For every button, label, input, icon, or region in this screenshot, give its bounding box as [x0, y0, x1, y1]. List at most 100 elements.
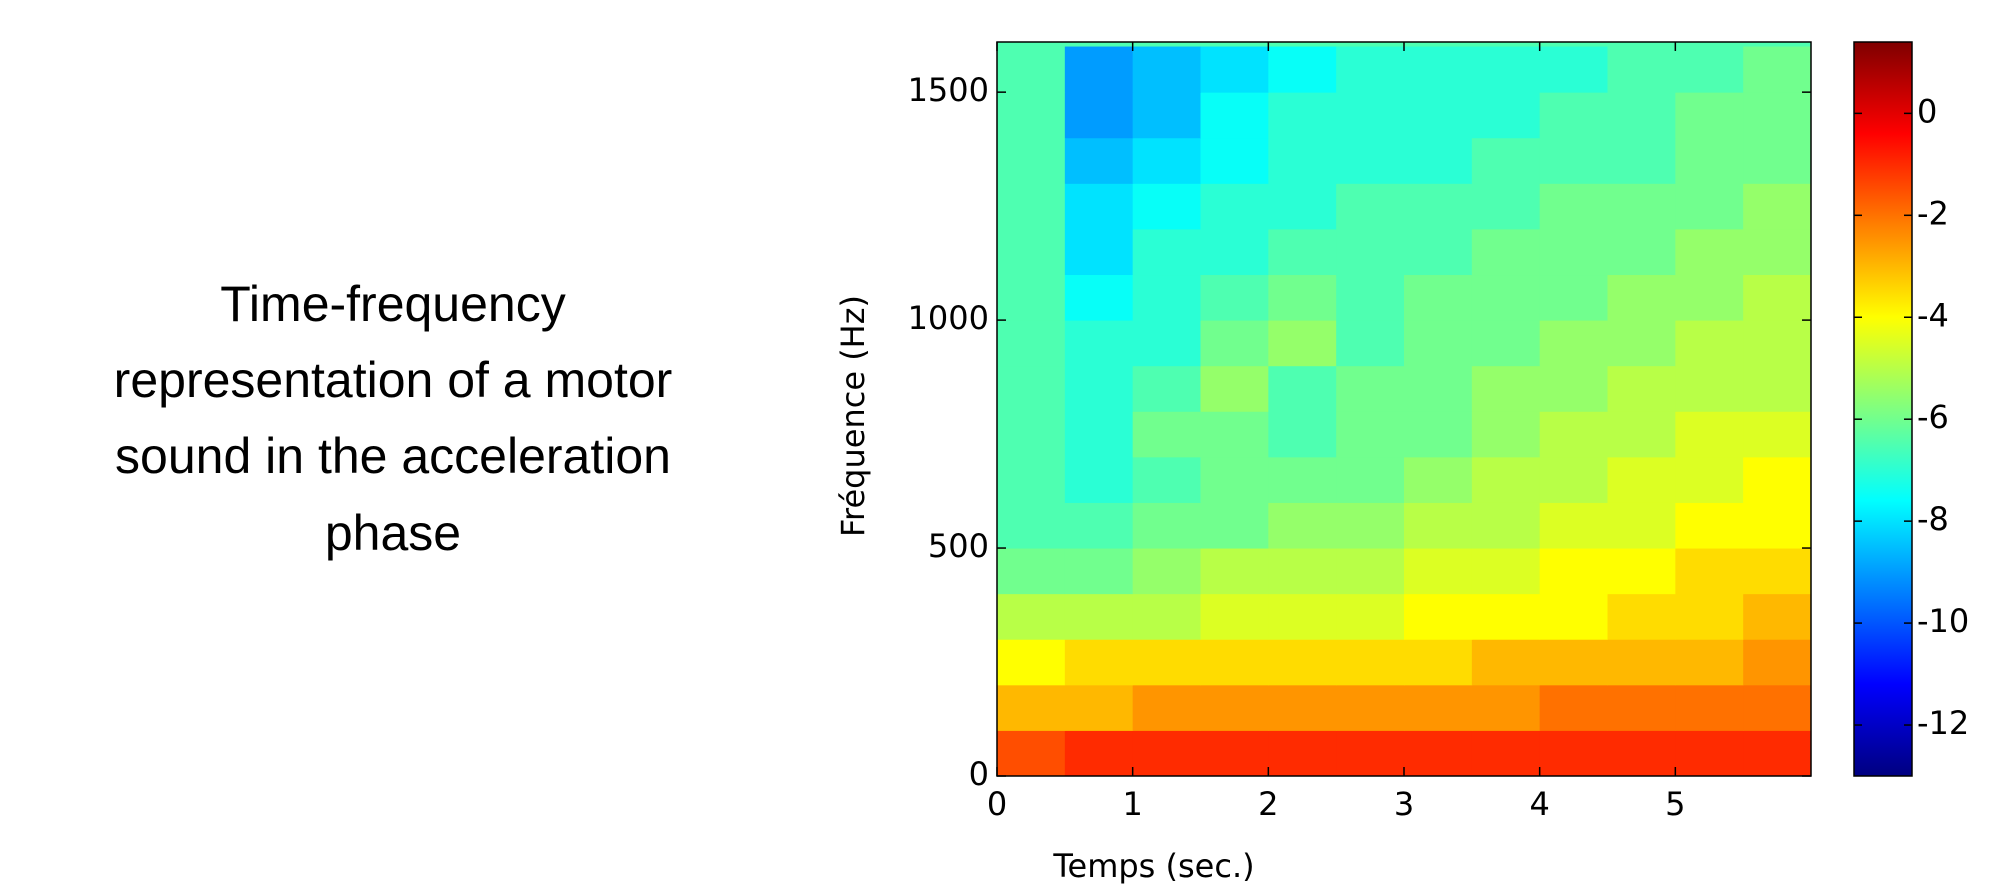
- heatmap-cell: [1336, 684, 1405, 731]
- x-tick-label: 0: [987, 785, 1007, 823]
- heatmap-cell: [1607, 274, 1676, 321]
- heatmap-cell: [1132, 411, 1201, 458]
- x-tick-label: 3: [1394, 785, 1414, 823]
- heatmap-cell: [1471, 274, 1541, 321]
- heatmap-cell: [1268, 46, 1337, 93]
- heatmap-cell: [1404, 137, 1473, 184]
- heatmap-cell: [1336, 365, 1405, 412]
- heatmap-cell: [1539, 274, 1608, 321]
- heatmap-cell: [1336, 320, 1405, 367]
- heatmap-cell: [1471, 228, 1541, 276]
- heatmap-cell: [1743, 730, 1812, 777]
- heatmap-cell: [1064, 456, 1134, 503]
- heatmap-cell: [1132, 228, 1201, 276]
- heatmap-cell: [1268, 684, 1337, 731]
- heatmap-cell: [1743, 411, 1812, 458]
- heatmap-cell: [1268, 593, 1337, 640]
- heatmap-cell: [1743, 639, 1812, 686]
- x-tick-label: 5: [1665, 785, 1685, 823]
- heatmap-cell: [1132, 456, 1201, 503]
- heatmap-cell: [1404, 320, 1473, 367]
- heatmap-cell: [1471, 730, 1541, 777]
- colorbar-tick-label: -10: [1917, 602, 1969, 640]
- heatmap-cell: [1336, 183, 1405, 230]
- heatmap-cell: [1268, 228, 1337, 276]
- heatmap-cell: [1539, 183, 1608, 230]
- heatmap-cell: [1064, 46, 1134, 93]
- heatmap-cell: [1471, 639, 1541, 686]
- heatmap-cell: [1675, 320, 1744, 367]
- heatmap-cell: [1743, 228, 1812, 276]
- heatmap-cell: [1539, 365, 1608, 412]
- heatmap-cell: [1675, 137, 1744, 184]
- heatmap-cell: [1471, 411, 1541, 458]
- heatmap-cell: [1336, 502, 1405, 549]
- heatmap-cell: [1200, 730, 1269, 777]
- heatmap-cell: [1539, 593, 1608, 640]
- heatmap-cell: [997, 46, 1066, 93]
- heatmap-cell: [1607, 639, 1676, 686]
- heatmap-cell: [1064, 274, 1134, 321]
- heatmap-cell: [1743, 92, 1812, 139]
- heatmap-cell: [1607, 411, 1676, 458]
- heatmap-cell: [1607, 456, 1676, 503]
- heatmap-cell: [1675, 365, 1744, 412]
- y-tick-label: 1500: [908, 71, 989, 109]
- heatmap-cell: [1471, 46, 1541, 93]
- heatmap-cell: [997, 548, 1066, 595]
- heatmap-cell: [1336, 137, 1405, 184]
- heatmap-cell: [1268, 92, 1337, 139]
- heatmap-cell: [1064, 730, 1134, 777]
- heatmap-cell: [997, 593, 1066, 640]
- heatmap-cell: [1064, 183, 1134, 230]
- heatmap-cell: [1539, 684, 1608, 731]
- x-tick-label: 2: [1258, 785, 1278, 823]
- heatmap-cell: [1064, 593, 1134, 640]
- heatmap-cell: [1132, 502, 1201, 549]
- heatmap-cell: [1336, 228, 1405, 276]
- heatmap-cell: [1132, 137, 1201, 184]
- heatmap-cell: [1404, 228, 1473, 276]
- heatmap-cell: [1471, 320, 1541, 367]
- heatmap-cell: [1132, 548, 1201, 595]
- heatmap-cell: [1675, 639, 1744, 686]
- heatmap-cell: [1471, 137, 1541, 184]
- heatmap-cell: [1471, 456, 1541, 503]
- heatmap-cell: [1607, 548, 1676, 595]
- heatmap-cell: [1471, 593, 1541, 640]
- heatmap-cell: [1607, 365, 1676, 412]
- heatmap-cell: [1539, 411, 1608, 458]
- heatmap-cell: [1404, 92, 1473, 139]
- heatmap-cell: [1607, 730, 1676, 777]
- heatmap-cell: [1539, 730, 1608, 777]
- x-tick-label: 1: [1122, 785, 1142, 823]
- heatmap-cell: [1743, 502, 1812, 549]
- heatmap-cell: [1064, 684, 1134, 731]
- heatmap-cell: [1607, 228, 1676, 276]
- heatmap-cell: [1200, 228, 1269, 276]
- heatmap-cell: [1743, 183, 1812, 230]
- heatmap-cell: [1200, 274, 1269, 321]
- heatmap-cell: [1404, 548, 1473, 595]
- heatmap-cell: [1539, 92, 1608, 139]
- heatmap-cell: [1607, 92, 1676, 139]
- heatmap-cell: [1607, 684, 1676, 731]
- heatmap-cell: [1200, 684, 1269, 731]
- heatmap-cell: [1200, 456, 1269, 503]
- heatmap-cell: [1200, 46, 1269, 93]
- heatmap-cell: [1064, 365, 1134, 412]
- heatmap-cell: [1743, 46, 1812, 93]
- heatmap-cell: [1268, 730, 1337, 777]
- y-axis-label: Fréquence (Hz): [834, 295, 872, 537]
- heatmap-cell: [1268, 183, 1337, 230]
- heatmap-cell: [1675, 274, 1744, 321]
- heatmap-cell: [1268, 137, 1337, 184]
- heatmap-cell: [1743, 365, 1812, 412]
- heatmap-cell: [1200, 639, 1269, 686]
- heatmap-cell: [1132, 183, 1201, 230]
- heatmap-cell: [1743, 274, 1812, 321]
- heatmap-cell: [1064, 228, 1134, 276]
- heatmap-cell: [1064, 320, 1134, 367]
- heatmap-cell: [1471, 183, 1541, 230]
- heatmap-cell: [1743, 320, 1812, 367]
